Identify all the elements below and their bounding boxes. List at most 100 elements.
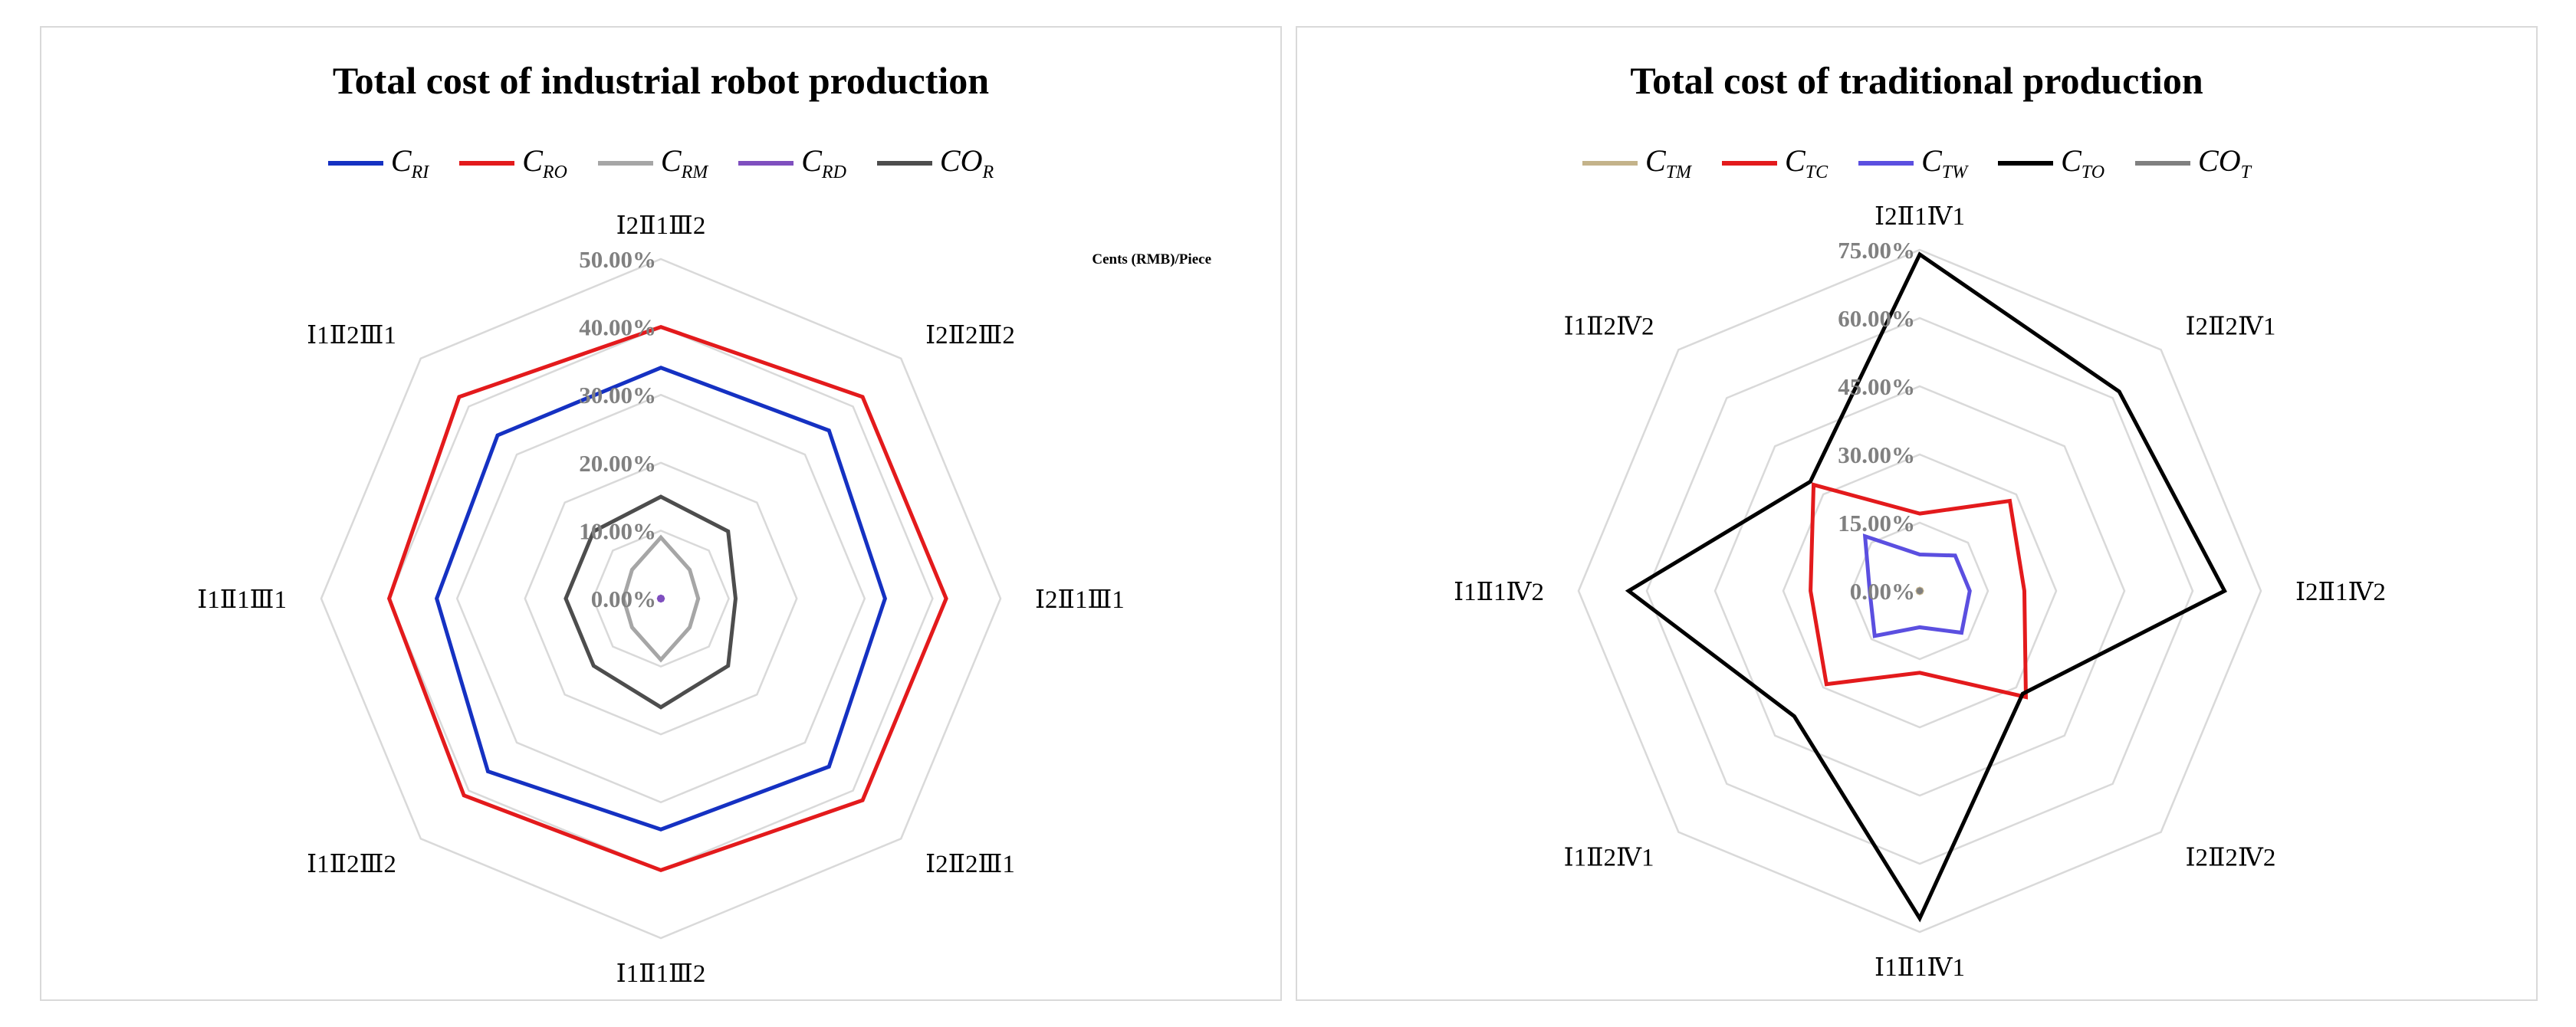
category-label: Ⅰ2Ⅱ2Ⅲ2 xyxy=(925,322,1015,349)
legend-label: CRO xyxy=(522,143,567,183)
legend-item: CRO xyxy=(459,143,567,183)
data-point xyxy=(659,326,662,329)
data-point xyxy=(659,658,662,661)
legend-label-main: C xyxy=(390,143,412,178)
data-point xyxy=(630,568,633,571)
grid-ring xyxy=(1577,248,2262,933)
grid-ring xyxy=(1714,385,2126,797)
legend-label-subscript: RD xyxy=(821,162,846,182)
legend-label-main: CO xyxy=(939,143,983,178)
data-point xyxy=(2118,390,2121,393)
legend: CTM CTC CTW CTO COT xyxy=(1297,143,2536,183)
data-point xyxy=(486,770,489,773)
radar-chart-traditional: 0.00% 15.00% 30.00% 45.00% 60.00% 75.00% Ⅰ2Ⅱ1Ⅳ… xyxy=(1454,203,2386,982)
legend-item: CRI xyxy=(327,143,429,183)
legend-label-main: C xyxy=(1785,143,1806,178)
legend-swatch xyxy=(1722,160,1778,166)
data-point xyxy=(462,794,465,797)
data-point xyxy=(1864,535,1867,538)
data-point xyxy=(697,597,700,600)
data-point xyxy=(861,799,864,802)
legend-swatch xyxy=(738,160,794,166)
data-point xyxy=(630,626,633,629)
tick-label: 30.00% xyxy=(579,382,656,409)
data-point xyxy=(1825,683,1828,686)
data-point xyxy=(1918,553,1921,556)
category-label: Ⅰ2Ⅱ1Ⅳ2 xyxy=(2295,579,2386,606)
data-point xyxy=(1792,715,1796,718)
chart-panel-traditional: 0.00% 15.00% 30.00% 45.00% 60.00% 75.00% Ⅰ2Ⅱ1Ⅳ… xyxy=(1296,26,2538,1001)
radar-chart-robot: 0.00% 10.00% 20.00% 30.00% 40.00% 50.00% Ⅰ2Ⅱ1Ⅲ… xyxy=(197,212,1125,988)
chart-panel-robot: 0.00% 10.00% 20.00% 30.00% 40.00% 50.00% Ⅰ2Ⅱ1Ⅲ… xyxy=(40,26,1282,1001)
legend-label: CRD xyxy=(801,143,846,183)
data-point xyxy=(2223,589,2226,592)
legend-label-main: C xyxy=(801,143,822,178)
data-point xyxy=(435,597,439,600)
legend-label-subscript: TW xyxy=(1941,162,1968,182)
legend-swatch xyxy=(459,160,515,166)
data-point xyxy=(727,664,730,668)
category-label: Ⅰ2Ⅱ1Ⅳ1 xyxy=(1875,203,1965,231)
data-point xyxy=(1918,917,1921,920)
tick-label: 60.00% xyxy=(1838,305,1915,332)
data-point xyxy=(622,597,625,600)
legend-item: CTO xyxy=(1998,143,2104,183)
grid-ring xyxy=(1645,317,2194,865)
data-point xyxy=(659,706,662,709)
data-point xyxy=(1968,589,1971,592)
legend-swatch xyxy=(1582,160,1638,166)
data-point xyxy=(1953,554,1957,557)
data-point xyxy=(734,597,737,600)
legend-item: COR xyxy=(876,143,994,183)
data-point xyxy=(1812,484,1815,487)
data-point xyxy=(727,530,730,533)
grid-ring xyxy=(320,258,1002,940)
data-point xyxy=(1868,589,1871,592)
legend-item: CTW xyxy=(1858,143,1967,183)
data-point xyxy=(659,495,662,498)
legend-label-subscript: R xyxy=(982,162,994,182)
data-point xyxy=(1917,589,1921,592)
legend-swatch xyxy=(327,160,383,166)
legend-label-subscript: RI xyxy=(411,162,429,182)
legend: CRI CRO CRM CRD COR xyxy=(41,143,1280,183)
legend-label-main: C xyxy=(2061,143,2082,178)
legend-item: CTC xyxy=(1722,143,1828,183)
data-point xyxy=(2024,695,2027,698)
legend-label-subscript: RM xyxy=(681,162,708,182)
data-point xyxy=(688,626,692,629)
legend-label-subscript: RO xyxy=(542,162,567,182)
data-point xyxy=(827,765,830,768)
category-label: Ⅰ1Ⅱ2Ⅲ2 xyxy=(307,851,396,878)
series-line-c-ro xyxy=(386,324,948,873)
legend-swatch xyxy=(2135,160,2191,166)
data-point xyxy=(1918,671,1921,674)
legend-swatch xyxy=(1858,160,1914,166)
data-point xyxy=(1918,253,1921,256)
tick-label: 75.00% xyxy=(1838,237,1915,264)
legend-swatch xyxy=(876,160,932,166)
legend-label: COT xyxy=(2198,143,2251,183)
legend-label-main: CO xyxy=(2198,143,2241,178)
legend-item: COT xyxy=(2135,143,2251,183)
grid-ring xyxy=(455,393,866,804)
data-point xyxy=(496,434,499,437)
tick-label: 45.00% xyxy=(1838,373,1915,400)
legend-label-main: C xyxy=(1921,143,1942,178)
data-point xyxy=(1627,589,1630,592)
legend-swatch xyxy=(597,160,653,166)
data-point xyxy=(658,596,661,599)
legend-label-main: C xyxy=(522,143,543,178)
grid-ring xyxy=(592,530,730,668)
data-point xyxy=(659,868,662,871)
category-label: Ⅰ1Ⅱ1Ⅲ2 xyxy=(616,960,706,988)
data-point xyxy=(659,536,662,539)
legend-swatch xyxy=(1998,160,2054,166)
data-point xyxy=(2022,589,2026,592)
data-point xyxy=(388,597,391,600)
category-label: Ⅰ1Ⅱ2Ⅳ2 xyxy=(1564,313,1654,341)
tick-label: 0.00% xyxy=(1850,578,1915,605)
data-point xyxy=(1918,512,1921,515)
legend-label: CRI xyxy=(391,143,429,183)
legend-label: CTC xyxy=(1785,143,1828,183)
